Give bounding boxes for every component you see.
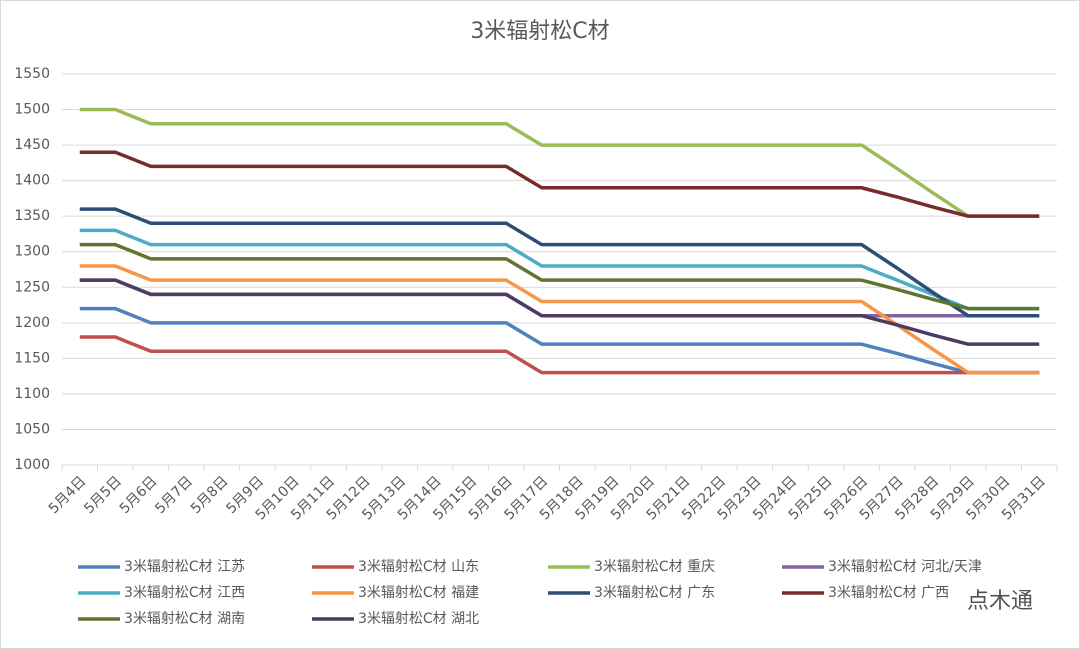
y-tick-label: 1100 [14, 386, 50, 402]
series-line [79, 150, 1040, 218]
series-line [79, 306, 1040, 375]
y-tick-label: 1300 [14, 244, 50, 260]
legend-label: 3米辐射松C材 湖南 [124, 611, 245, 627]
series-line [79, 207, 1040, 318]
y-tick-label: 1050 [14, 421, 50, 437]
series-line [79, 278, 1040, 346]
series-line [79, 107, 1040, 218]
series-line [79, 242, 1040, 311]
y-tick-label: 1350 [14, 208, 50, 224]
legend-label: 3米辐射松C材 山东 [358, 559, 479, 575]
series-line [79, 335, 1040, 375]
legend-label: 3米辐射松C材 湖北 [358, 611, 479, 627]
y-tick-label: 1200 [14, 315, 50, 331]
y-tick-label: 1250 [14, 279, 50, 295]
y-tick-label: 1000 [14, 457, 50, 473]
y-tick-label: 1150 [14, 350, 50, 366]
y-tick-label: 1400 [14, 173, 50, 189]
legend-label: 3米辐射松C材 江西 [124, 585, 245, 601]
legend-label: 3米辐射松C材 江苏 [124, 559, 245, 575]
y-tick-label: 1450 [14, 137, 50, 153]
watermark: 点木通 [967, 589, 1033, 614]
y-tick-label: 1500 [14, 102, 50, 118]
series-line [79, 264, 1040, 375]
legend-label: 3米辐射松C材 广西 [828, 585, 949, 601]
legend-label: 3米辐射松C材 河北/天津 [828, 559, 982, 575]
legend-label: 3米辐射松C材 福建 [358, 585, 479, 601]
chart-title: 3米辐射松C材 [470, 19, 609, 44]
legend-label: 3米辐射松C材 重庆 [594, 559, 715, 575]
y-tick-label: 1550 [14, 66, 50, 82]
series-line [79, 228, 1040, 311]
legend-label: 3米辐射松C材 广东 [594, 585, 715, 601]
